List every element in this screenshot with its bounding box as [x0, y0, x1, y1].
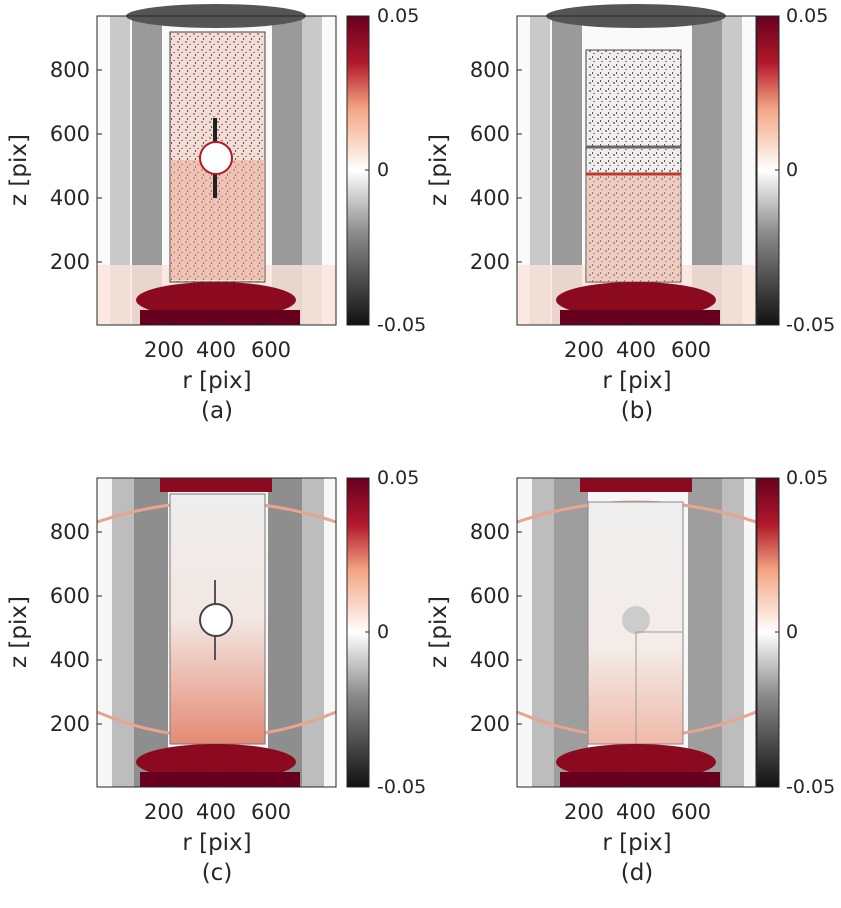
- x-tick-label: 600: [251, 338, 291, 362]
- panel-c: 800 600 400 200 200 400 600 r [pix] z [p…: [0, 462, 426, 908]
- x-tick-label: 400: [616, 338, 656, 362]
- colorbar-min-label: -0.05: [377, 314, 426, 336]
- x-tick-label: 400: [616, 800, 656, 824]
- panel-caption: (d): [621, 860, 654, 886]
- x-axis-label: r [pix]: [602, 368, 671, 394]
- strain-map-image: [517, 4, 756, 325]
- y-tick-label: 600: [470, 584, 510, 608]
- y-tick-label: 600: [50, 584, 90, 608]
- x-tick-label: 600: [671, 800, 711, 824]
- x-axis-label: r [pix]: [182, 830, 251, 856]
- y-tick-label: 200: [50, 712, 90, 736]
- x-ticks: 200 400 600: [564, 320, 711, 362]
- y-axis-label: z [pix]: [6, 596, 32, 668]
- colorbar-mid-label: 0: [377, 159, 389, 181]
- x-tick-label: 400: [196, 800, 236, 824]
- colorbar-mid-label: 0: [786, 621, 798, 643]
- x-tick-label: 600: [251, 800, 291, 824]
- x-tick-label: 200: [144, 800, 184, 824]
- y-ticks: 800 600 400 200: [50, 520, 102, 736]
- panel-a-figure: 800 600 400 200 200 400 600 r [pix] z [p…: [6, 4, 426, 424]
- colorbar-max-label: 0.05: [377, 467, 419, 489]
- colorbar-mid-label: 0: [377, 621, 389, 643]
- x-axis-label: r [pix]: [182, 368, 251, 394]
- y-tick-label: 800: [470, 520, 510, 544]
- x-tick-label: 200: [564, 800, 604, 824]
- colorbar-min-label: -0.05: [377, 776, 426, 798]
- colorbar-min-label: -0.05: [786, 314, 835, 336]
- y-tick-label: 400: [470, 648, 510, 672]
- y-axis-label: z [pix]: [426, 596, 452, 668]
- panel-b-figure: 800 600 400 200 200 400 600 r [pix] z [p…: [426, 4, 835, 424]
- y-tick-label: 200: [50, 250, 90, 274]
- y-tick-label: 400: [470, 186, 510, 210]
- strain-map-image: [97, 4, 336, 325]
- y-tick-label: 600: [50, 122, 90, 146]
- x-ticks: 200 400 600: [144, 782, 291, 824]
- colorbar-max-label: 0.05: [377, 5, 419, 27]
- colorbar-min-label: -0.05: [786, 776, 835, 798]
- panel-a: 800 600 400 200 200 400 600 r [pix] z [p…: [0, 0, 426, 446]
- colorbar-max-label: 0.05: [786, 467, 828, 489]
- colorbar-mid-label: 0: [786, 159, 798, 181]
- strain-map-image: [96, 478, 337, 787]
- strain-map-image: [516, 478, 757, 787]
- panel-b: 800 600 400 200 200 400 600 r [pix] z [p…: [420, 0, 840, 446]
- panel-d: 800 600 400 200 200 400 600 r [pix] z [p…: [420, 462, 840, 908]
- y-axis-label: z [pix]: [426, 134, 452, 206]
- y-tick-label: 600: [470, 122, 510, 146]
- x-tick-label: 200: [564, 338, 604, 362]
- y-tick-label: 200: [470, 250, 510, 274]
- colorbar: 0.05 0 -0.05: [346, 467, 426, 798]
- x-tick-label: 200: [144, 338, 184, 362]
- y-tick-label: 200: [470, 712, 510, 736]
- colorbar-max-label: 0.05: [786, 5, 828, 27]
- x-axis-label: r [pix]: [602, 830, 671, 856]
- x-ticks: 200 400 600: [564, 782, 711, 824]
- colorbar: 0.05 0 -0.05: [346, 5, 426, 336]
- panel-d-figure: 800 600 400 200 200 400 600 r [pix] z [p…: [426, 467, 835, 886]
- y-tick-label: 800: [50, 520, 90, 544]
- x-ticks: 200 400 600: [144, 320, 291, 362]
- panel-c-figure: 800 600 400 200 200 400 600 r [pix] z [p…: [6, 467, 426, 886]
- y-tick-label: 800: [50, 58, 90, 82]
- y-ticks: 800 600 400 200: [470, 520, 522, 736]
- x-tick-label: 600: [671, 338, 711, 362]
- y-ticks: 800 600 400 200: [50, 58, 102, 274]
- panel-caption: (c): [202, 860, 233, 886]
- y-tick-label: 400: [50, 186, 90, 210]
- y-ticks: 800 600 400 200: [470, 58, 522, 274]
- panel-caption: (b): [621, 398, 654, 424]
- panel-caption: (a): [201, 398, 233, 424]
- colorbar: 0.05 0 -0.05: [756, 467, 835, 798]
- colorbar: 0.05 0 -0.05: [756, 5, 835, 336]
- y-axis-label: z [pix]: [6, 134, 32, 206]
- x-tick-label: 400: [196, 338, 236, 362]
- y-tick-label: 800: [470, 58, 510, 82]
- y-tick-label: 400: [50, 648, 90, 672]
